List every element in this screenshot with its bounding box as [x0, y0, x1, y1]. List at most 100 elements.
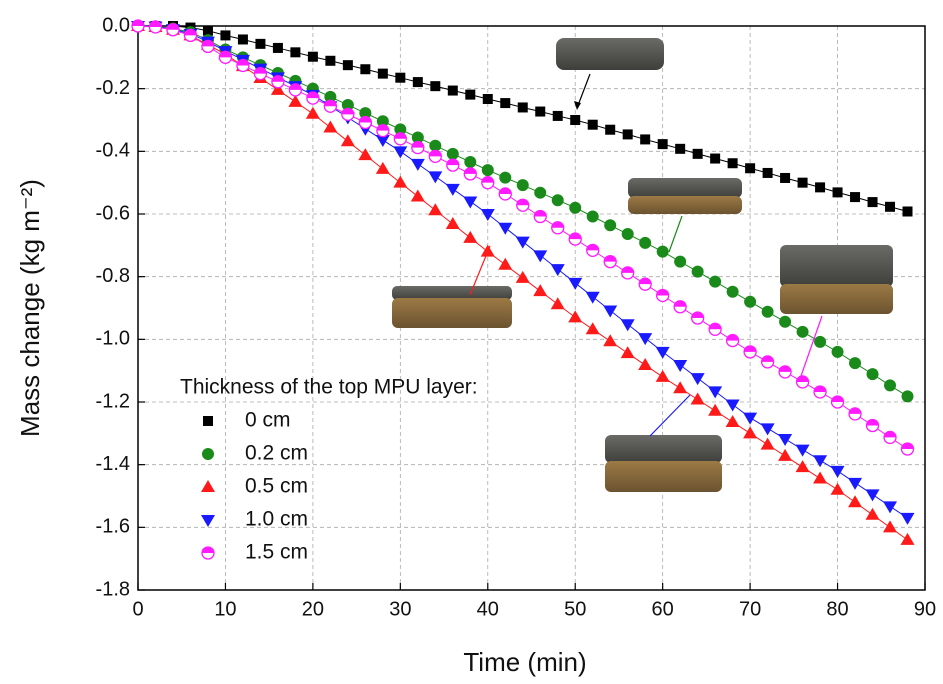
data-point: [708, 403, 723, 416]
data-point: [675, 143, 686, 154]
data-point: [848, 477, 863, 490]
data-point: [463, 230, 478, 243]
legend-marker: [201, 515, 215, 527]
data-point: [430, 81, 441, 92]
data-point: [569, 201, 582, 214]
data-point: [323, 99, 338, 113]
data-point: [884, 379, 897, 392]
data-point: [515, 270, 530, 283]
y-tick-label: -0.8: [96, 265, 130, 287]
data-point: [375, 161, 390, 174]
data-point: [568, 310, 583, 323]
data-point: [288, 94, 303, 107]
data-point: [515, 236, 530, 249]
data-point: [830, 465, 845, 478]
data-point: [865, 507, 880, 520]
data-point: [690, 392, 705, 405]
data-point: [725, 399, 740, 412]
legend-title: Thickness of the top MPU layer:: [180, 376, 478, 399]
legend-label: 0.2 cm: [245, 442, 308, 465]
data-point: [673, 300, 687, 314]
data-point: [622, 129, 633, 140]
data-point: [306, 91, 320, 105]
data-point: [342, 60, 353, 71]
x-tick-label: 90: [914, 598, 936, 620]
x-tick-label: 50: [564, 598, 586, 620]
data-point: [674, 255, 687, 268]
data-point: [236, 58, 250, 73]
data-point: [482, 94, 493, 105]
data-point: [410, 189, 425, 202]
data-point: [745, 163, 756, 174]
data-point: [603, 305, 618, 318]
data-point: [237, 34, 248, 45]
y-axis-title: Mass change (kg m⁻²): [15, 179, 45, 437]
data-point: [813, 455, 828, 468]
data-point: [272, 42, 283, 53]
data-point: [270, 82, 285, 95]
photo-0-2cm: [628, 178, 742, 253]
y-tick-label: -1.0: [96, 328, 130, 350]
data-point: [656, 245, 669, 258]
data-point: [534, 186, 547, 199]
data-point: [813, 471, 828, 484]
y-tick-label: 0.0: [102, 14, 130, 36]
data-point: [692, 148, 703, 159]
data-point: [376, 115, 389, 128]
data-point: [290, 47, 301, 58]
data-point: [638, 277, 652, 291]
x-tick-label: 60: [652, 598, 674, 620]
data-point: [621, 266, 635, 280]
data-point: [901, 390, 914, 403]
data-point: [393, 175, 408, 188]
data-point: [411, 131, 424, 144]
data-point: [795, 460, 810, 473]
data-point: [673, 381, 688, 394]
data-point: [848, 407, 862, 421]
x-tick-label: 20: [302, 598, 324, 620]
data-point: [393, 146, 408, 159]
data-point: [533, 250, 548, 263]
data-point: [218, 50, 233, 64]
y-tick-label: -1.6: [96, 516, 130, 538]
data-point: [586, 243, 600, 257]
data-point: [603, 334, 618, 347]
data-point: [673, 360, 688, 373]
data-point: [428, 203, 443, 216]
x-tick-label: 80: [826, 598, 848, 620]
data-point: [463, 167, 477, 181]
data-point: [605, 124, 616, 135]
data-point: [620, 319, 635, 332]
data-point: [865, 489, 880, 502]
data-point: [778, 365, 792, 379]
y-tick-label: -1.4: [96, 453, 130, 475]
data-point: [849, 357, 862, 370]
data-point: [638, 358, 653, 371]
x-tick-label: 70: [739, 598, 761, 620]
photo-0cm: [556, 38, 664, 110]
data-point: [762, 167, 773, 178]
data-point: [743, 426, 758, 439]
y-tick-label: -1.8: [96, 578, 130, 600]
data-point: [516, 198, 530, 212]
legend-marker: [203, 416, 213, 426]
legend-label: 0 cm: [245, 409, 291, 432]
data-point: [307, 51, 318, 62]
data-point: [533, 209, 547, 224]
x-tick-label: 10: [214, 598, 236, 620]
data-point: [883, 501, 898, 514]
data-point: [691, 265, 704, 278]
data-point: [690, 373, 705, 386]
plot-frame: [137, 25, 926, 591]
data-point: [341, 98, 354, 111]
data-point: [445, 183, 460, 196]
x-axis-title: Time (min): [463, 647, 586, 677]
x-tick-label: 30: [389, 598, 411, 620]
data-point: [743, 412, 758, 425]
data-point: [655, 369, 670, 382]
data-point: [445, 217, 460, 230]
data-point: [708, 386, 723, 399]
data-point: [324, 90, 337, 103]
data-point: [640, 134, 651, 145]
data-point: [428, 171, 443, 184]
